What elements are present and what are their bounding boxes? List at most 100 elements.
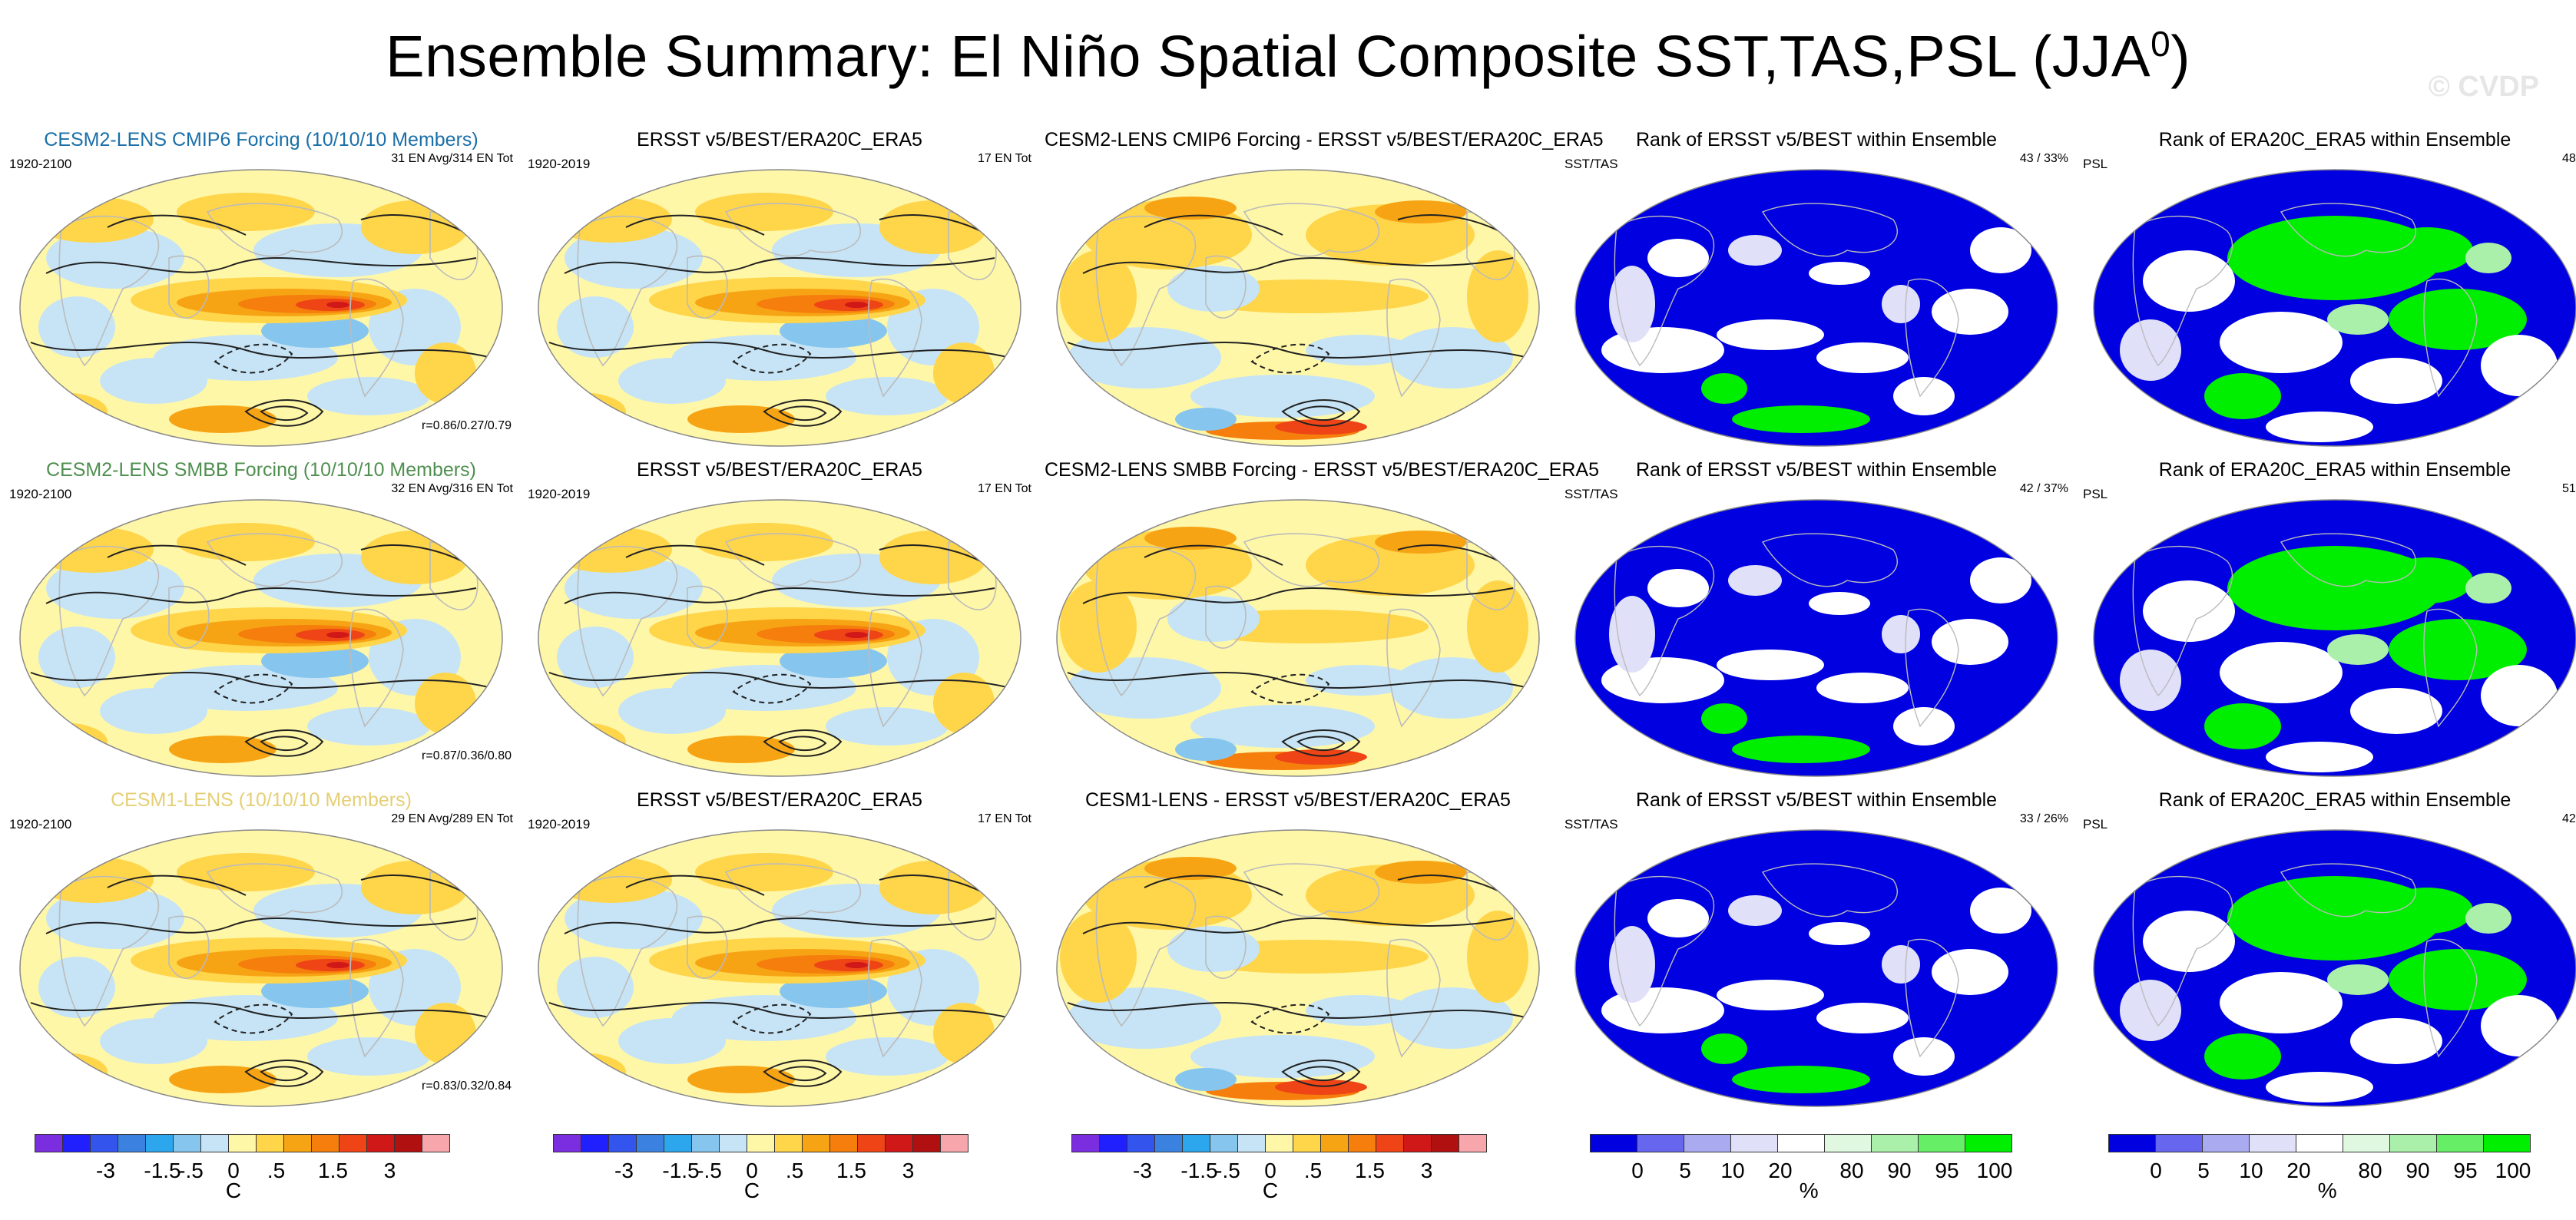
colorbar-tick-label: 20: [1768, 1159, 1793, 1182]
panel-left-label: PSL: [2083, 157, 2108, 171]
colorbar-tick-label: 90: [2405, 1159, 2430, 1182]
sst-anomaly-region: [549, 197, 672, 243]
land-outline: [2132, 875, 2233, 1027]
psl-contour: [107, 544, 247, 566]
land-outline: [687, 255, 728, 319]
land-outline: [2280, 863, 2416, 917]
panel-title: CESM2-LENS SMBB Forcing - ERSST v5/BEST/…: [1045, 459, 1599, 481]
rank-region: [2465, 243, 2511, 273]
colorbar-1: -3 -1.5 -.5 0 .5 1.5 3 C: [35, 1134, 465, 1211]
rank-region: [2381, 557, 2473, 603]
sst-anomaly-region: [100, 1018, 207, 1064]
panel-right-label: 31 EN Avg/314 EN Tot: [391, 152, 513, 165]
panel-r3-c1: CESM1-LENS (10/10/10 Members) 1920-2100 29…: [8, 789, 515, 1119]
sst-anomaly-region: [538, 392, 626, 431]
psl-contour: [1144, 544, 1283, 566]
colorbar-swatch: [829, 1134, 858, 1152]
map-border: [1574, 499, 2058, 777]
sst-anomaly-region: [1275, 749, 1367, 765]
sst-anomaly-region: [549, 527, 672, 573]
sst-anomaly-region: [1144, 197, 1237, 220]
land-outline: [58, 215, 160, 367]
land-outline: [577, 875, 678, 1027]
colorbar-tick-label: 90: [1887, 1159, 1912, 1182]
panel-right-label: 51%: [2561, 482, 2576, 495]
colorbar-tick-label: 0: [1631, 1159, 1644, 1182]
land-outline: [1386, 278, 1441, 398]
colorbar-2: -3 -1.5 -.5 0 .5 1.5 3 C: [553, 1134, 983, 1211]
sst-anomaly-region: [695, 523, 833, 561]
colorbar-tick-label: 3: [383, 1159, 396, 1182]
colorbar-tick-label: .5: [267, 1159, 286, 1182]
sst-anomaly-region: [1144, 527, 1237, 550]
colorbar-swatch: [1684, 1134, 1731, 1152]
rank-region: [1809, 592, 1870, 615]
sst-anomaly-region: [169, 1066, 276, 1093]
panel-right-label: 42%: [2561, 812, 2576, 825]
colorbar-unit: C: [225, 1179, 242, 1202]
rank-region: [1732, 736, 1870, 763]
sst-anomaly-region: [565, 557, 703, 619]
colorbar-swatch: [1403, 1134, 1432, 1152]
colorbar-tick-label: 3: [902, 1159, 915, 1182]
psl-contour: [1250, 343, 1330, 374]
colorbar-swatch: [885, 1134, 913, 1152]
colorbar-swatch: [422, 1134, 450, 1152]
colorbar-tick-label: -3: [96, 1159, 115, 1182]
land-outline: [724, 863, 862, 917]
rank-region: [1609, 596, 1655, 673]
sst-anomaly-region: [618, 688, 726, 734]
sst-anomaly-region: [177, 523, 315, 561]
colorbar-swatch: [1154, 1134, 1183, 1152]
land-outline: [206, 203, 343, 257]
panel-r3-c5: Rank of ERA20C_ERA5 within Ensemble PSL 42…: [2081, 789, 2576, 1119]
panel-title: Rank of ERSST v5/BEST within Ensemble: [1635, 459, 1998, 481]
psl-contour: [732, 1003, 812, 1034]
psl-contour: [732, 343, 812, 374]
land-outline: [206, 863, 343, 917]
rank-region: [1893, 377, 1955, 415]
panel-right-label: 42 / 37%: [2019, 482, 2068, 495]
land-outline: [577, 215, 678, 367]
sst-anomaly-region: [1390, 327, 1513, 388]
rank-region: [2481, 995, 2558, 1056]
panel-left-label: 1920-2100: [9, 817, 72, 832]
sst-anomaly-region: [1390, 657, 1513, 719]
panel-left-label: 1920-2019: [528, 487, 591, 501]
rank-region: [2227, 876, 2442, 960]
land-outline: [1614, 545, 1714, 697]
colorbar-swatch: [173, 1134, 201, 1152]
rank-region: [2120, 980, 2181, 1041]
psl-contour: [778, 405, 827, 422]
rank-region: [1882, 945, 1920, 984]
sst-anomaly-region: [1144, 857, 1237, 880]
colorbar-unit: %: [1799, 1179, 1819, 1202]
rank-region: [1701, 373, 1747, 404]
sst-anomaly-region: [538, 1053, 626, 1091]
colorbar-swatch: [311, 1134, 339, 1152]
rank-region: [2327, 304, 2389, 335]
map-plot: [538, 169, 1021, 447]
rank-region: [2143, 911, 2235, 972]
land-outline: [1761, 863, 1898, 917]
psl-contour: [763, 399, 843, 427]
map-plot: [19, 829, 503, 1107]
colorbar-swatch: [118, 1134, 146, 1152]
sst-anomaly-region: [557, 296, 634, 358]
colorbar-tick-label: -3: [1133, 1159, 1152, 1182]
land-outline: [724, 203, 862, 257]
land-outline: [1243, 203, 1380, 257]
land-outline: [2423, 938, 2478, 1058]
colorbar-5: 0 5 10 20 80 90 95 100%: [2108, 1134, 2538, 1211]
land-outline: [1905, 938, 1959, 1058]
colorbar-swatch: [2483, 1134, 2531, 1152]
land-outline: [868, 278, 922, 398]
colorbar-swatch: [283, 1134, 312, 1152]
land-outline: [724, 533, 862, 587]
rank-region: [2389, 619, 2527, 680]
rank-region: [2227, 216, 2442, 300]
panel-left-label: SST/TAS: [1564, 157, 1618, 171]
rank-region: [2204, 373, 2281, 419]
land-outline: [687, 915, 728, 979]
sst-anomaly-region: [1275, 1079, 1367, 1095]
